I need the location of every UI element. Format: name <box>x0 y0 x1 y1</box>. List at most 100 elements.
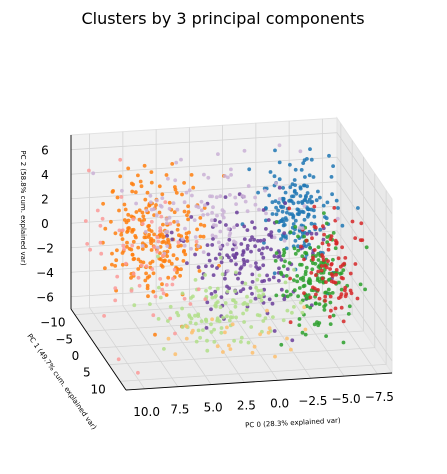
data-point <box>182 243 187 248</box>
data-point <box>314 198 319 203</box>
data-point <box>288 230 293 235</box>
data-point <box>144 208 149 213</box>
data-point <box>148 302 152 306</box>
data-point <box>181 259 186 263</box>
data-point <box>272 254 277 259</box>
data-point <box>189 173 194 177</box>
data-point <box>302 198 307 203</box>
data-point <box>281 186 285 190</box>
data-point <box>287 261 292 265</box>
data-point <box>205 212 210 217</box>
x-grid-line <box>321 118 378 375</box>
data-point <box>245 294 249 299</box>
data-point <box>283 216 288 220</box>
x-tick-label: −7.5 <box>365 390 394 404</box>
data-point <box>329 308 333 313</box>
data-point <box>195 227 200 232</box>
data-point <box>301 210 306 215</box>
data-point <box>220 272 225 277</box>
data-point <box>238 267 243 271</box>
data-point <box>118 157 123 162</box>
data-point <box>172 267 177 272</box>
data-point <box>258 238 263 243</box>
data-point <box>276 200 281 205</box>
data-point <box>205 243 210 248</box>
data-point <box>224 223 228 227</box>
data-point <box>234 315 239 320</box>
data-point <box>290 194 294 199</box>
data-point <box>203 203 207 208</box>
data-point <box>291 231 296 236</box>
data-point <box>165 233 170 238</box>
data-point <box>309 271 314 275</box>
data-point <box>297 212 301 217</box>
data-point <box>161 291 166 296</box>
data-point <box>318 227 323 232</box>
data-point <box>353 236 358 241</box>
data-point <box>298 262 302 267</box>
data-point <box>175 207 180 212</box>
data-point <box>152 213 157 218</box>
data-point <box>113 298 118 303</box>
data-point <box>363 287 367 292</box>
data-point <box>273 354 277 359</box>
data-point <box>330 274 335 278</box>
data-point <box>221 215 226 220</box>
data-point <box>171 253 176 258</box>
data-point <box>149 241 154 246</box>
data-point <box>311 175 316 179</box>
data-point <box>182 296 187 301</box>
data-point <box>252 344 257 349</box>
data-point <box>223 330 227 335</box>
data-point <box>219 260 224 265</box>
data-point <box>151 271 156 276</box>
data-point <box>179 267 183 272</box>
data-point <box>277 143 282 148</box>
data-point <box>295 274 300 278</box>
data-point <box>223 276 227 281</box>
y-tick-label: −10 <box>40 316 65 330</box>
data-point <box>216 240 221 245</box>
data-point <box>296 248 300 253</box>
data-point <box>317 302 322 306</box>
data-point <box>241 311 246 316</box>
data-point <box>129 181 134 186</box>
data-point <box>297 229 302 233</box>
data-point <box>233 255 237 260</box>
data-point <box>333 280 338 285</box>
data-point <box>305 207 310 212</box>
data-point <box>130 243 135 248</box>
data-point <box>208 286 213 290</box>
data-point <box>303 272 308 277</box>
data-point <box>180 237 185 242</box>
data-point <box>208 194 212 199</box>
z-grid-line <box>70 132 393 214</box>
data-point <box>329 175 334 179</box>
data-point <box>278 254 282 259</box>
data-point <box>188 320 193 325</box>
data-point <box>324 216 329 221</box>
data-point <box>295 207 300 212</box>
data-point <box>216 152 220 157</box>
data-point <box>167 215 172 220</box>
data-point <box>299 168 304 172</box>
data-point <box>277 160 282 165</box>
data-point <box>259 298 264 303</box>
data-point <box>163 200 168 205</box>
data-point <box>293 167 298 172</box>
data-point <box>214 293 218 298</box>
data-point <box>184 324 189 329</box>
data-point <box>124 261 128 266</box>
data-point <box>218 255 223 260</box>
data-point <box>151 207 156 212</box>
data-point <box>241 250 246 255</box>
data-point <box>256 288 261 293</box>
data-point <box>211 205 215 210</box>
data-point <box>242 148 247 153</box>
data-point <box>219 295 224 299</box>
data-point <box>158 295 163 300</box>
data-point <box>148 261 153 265</box>
data-point <box>324 334 328 338</box>
data-point <box>122 218 127 222</box>
data-point <box>123 207 128 212</box>
